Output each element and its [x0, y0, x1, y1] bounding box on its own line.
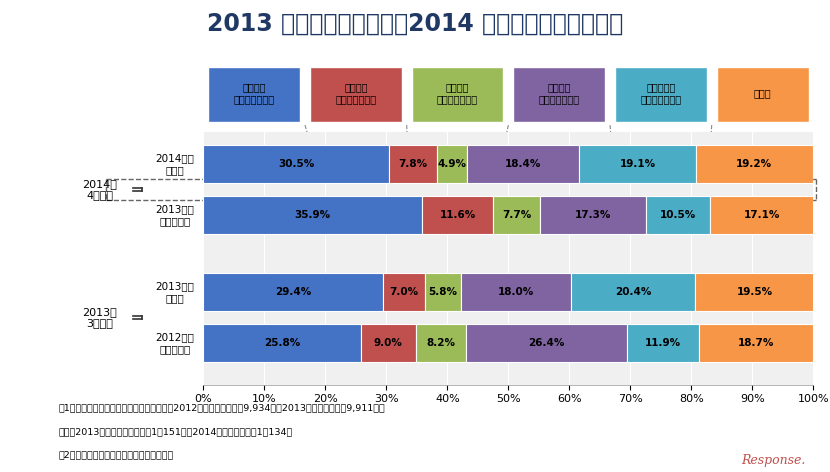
Bar [466, 324, 627, 362]
Bar [570, 273, 695, 311]
Text: 19.5%: 19.5% [736, 287, 773, 297]
Bar [461, 273, 570, 311]
Bar [700, 324, 813, 362]
Text: その他: その他 [754, 88, 771, 98]
Bar [695, 273, 814, 311]
Text: 7.8%: 7.8% [398, 159, 427, 169]
Text: 19.2%: 19.2% [736, 159, 772, 169]
Bar [627, 324, 700, 362]
Text: 減収増益
（見込み含む）: 減収増益 （見込み含む） [437, 83, 478, 104]
Bar [696, 145, 813, 183]
Bar [422, 196, 493, 235]
Text: 2013年度
見通し: 2013年度 見通し [155, 281, 194, 303]
Text: 増収増益
（見込み含む）: 増収増益 （見込み含む） [233, 83, 275, 104]
Text: 17.1%: 17.1% [744, 210, 780, 220]
Text: 35.9%: 35.9% [295, 210, 331, 220]
Text: 19.1%: 19.1% [619, 159, 656, 169]
Bar [416, 324, 466, 362]
Text: 20.4%: 20.4% [615, 287, 651, 297]
Bar [203, 324, 361, 362]
Text: 11.6%: 11.6% [440, 210, 476, 220]
Bar [383, 273, 426, 311]
Text: 2014年
4月調査: 2014年 4月調査 [82, 179, 117, 201]
Bar [203, 273, 383, 311]
Text: 注1：母数は「分からない／不回答」を除く2012年度実績見込みが9,934社、2013年度見通しが同9,911社、: 注1：母数は「分からない／不回答」を除く2012年度実績見込みが9,934社、2… [58, 404, 385, 413]
FancyBboxPatch shape [716, 67, 808, 122]
Text: 2013年度実績見込みが同1万151社、2014年度見通しが同1万134社: 2013年度実績見込みが同1万151社、2014年度見通しが同1万134社 [58, 427, 292, 436]
Bar [361, 324, 416, 362]
Text: 減収減益
（見込み含む）: 減収減益 （見込み含む） [539, 83, 580, 104]
Text: 18.7%: 18.7% [738, 338, 774, 348]
Text: 10.5%: 10.5% [660, 210, 696, 220]
Text: 2013年
3月調査: 2013年 3月調査 [82, 307, 117, 329]
FancyBboxPatch shape [412, 67, 504, 122]
Bar [579, 145, 696, 183]
FancyBboxPatch shape [513, 67, 605, 122]
Text: 7.0%: 7.0% [389, 287, 418, 297]
Bar [437, 145, 467, 183]
Bar [426, 273, 461, 311]
Text: 30.5%: 30.5% [278, 159, 315, 169]
Bar [389, 145, 437, 183]
Text: 前年度並み
（見込み含む）: 前年度並み （見込み含む） [640, 83, 681, 104]
Bar [540, 196, 646, 235]
Bar [646, 196, 710, 235]
Text: 26.4%: 26.4% [528, 338, 564, 348]
Text: 2012年度
実績見込み: 2012年度 実績見込み [155, 332, 194, 354]
FancyBboxPatch shape [615, 67, 707, 122]
Bar [710, 196, 814, 235]
Text: 18.0%: 18.0% [497, 287, 534, 297]
Text: Response.: Response. [740, 454, 805, 467]
Text: 17.3%: 17.3% [574, 210, 611, 220]
Text: 25.8%: 25.8% [264, 338, 300, 348]
Bar [467, 145, 579, 183]
Text: 注2：業績は、売上高および経常利益ベース: 注2：業績は、売上高および経常利益ベース [58, 451, 173, 460]
Text: 9.0%: 9.0% [374, 338, 403, 348]
Text: 2013年度
実績見込み: 2013年度 実績見込み [155, 204, 194, 226]
FancyBboxPatch shape [310, 67, 402, 122]
Text: 7.7%: 7.7% [502, 210, 531, 220]
Text: 18.4%: 18.4% [505, 159, 541, 169]
FancyBboxPatch shape [208, 67, 300, 122]
Text: 増収減益
（見込み含む）: 増収減益 （見込み含む） [335, 83, 377, 104]
Bar [203, 145, 389, 183]
Text: 2014年度
見通し: 2014年度 見通し [155, 153, 194, 175]
Text: 29.4%: 29.4% [275, 287, 311, 297]
Text: 5.8%: 5.8% [428, 287, 457, 297]
Bar [203, 196, 422, 235]
Bar [493, 196, 540, 235]
Text: 8.2%: 8.2% [426, 338, 455, 348]
Text: 2013 年度の実績見込み、2014 年度の見通しについて: 2013 年度の実績見込み、2014 年度の見通しについて [207, 12, 623, 36]
Text: 11.9%: 11.9% [645, 338, 681, 348]
Text: 4.9%: 4.9% [437, 159, 466, 169]
